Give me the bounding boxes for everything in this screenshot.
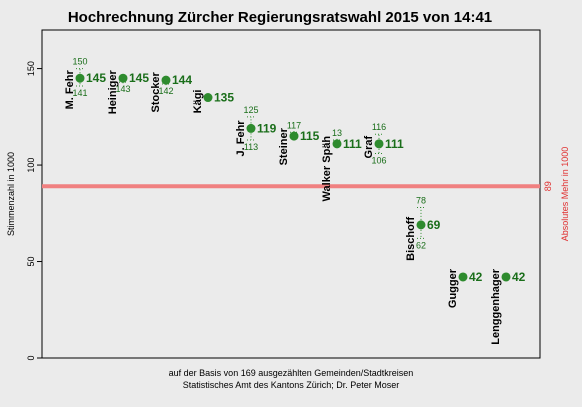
value-label: 42 [512,270,526,284]
category-label: Lenggenhager [490,268,502,345]
interval-lower-label: 113 [244,142,258,152]
data-point [501,272,511,282]
data-point [161,75,171,85]
value-label: 111 [343,137,362,151]
category-label: Gugger [447,268,459,308]
category-label: J. Fehr [235,120,247,157]
y-tick-label: 50 [26,257,36,267]
y-tick-label: 150 [26,61,36,76]
category-label: M. Fehr [64,70,76,110]
value-label: 69 [427,218,441,232]
caption-line-2: Statistisches Amt des Kantons Zürich; Dr… [183,380,400,390]
data-point [289,131,299,141]
y-tick-label: 100 [26,158,36,173]
data-point [118,73,128,83]
y-axis-label: Stimmenzahl in 1000 [6,152,16,236]
data-point [246,123,256,133]
value-label: 42 [469,270,483,284]
value-label: 145 [86,71,106,85]
category-label: Heiniger [107,70,119,115]
value-label: 145 [129,71,149,85]
category-label: Kägi [192,90,204,114]
value-label: 115 [300,129,320,143]
value-label: 144 [172,73,192,87]
category-label: Graf [363,136,375,159]
value-label: 111 [385,137,404,151]
data-point [332,139,342,149]
data-point [416,220,426,230]
chart-title: Hochrechnung Zürcher Regierungsratswahl … [68,9,492,26]
value-label: 135 [214,91,234,105]
interval-lower-label: 141 [72,88,87,98]
category-label: Bischoff [405,217,417,261]
data-point [203,93,213,103]
category-label: Walker Späh [321,136,333,202]
interval-upper-label: 125 [243,105,258,115]
reference-line-value-label: 89 [543,181,553,191]
data-point [458,272,468,282]
data-point [374,139,384,149]
value-label: 119 [257,121,277,135]
y-axis: 0 50 100 150 [26,61,42,361]
interval-lower-label: 143 [115,84,130,94]
interval-upper-label: 13 [332,128,342,138]
category-label: Steiner [278,127,290,165]
data-point [75,73,85,83]
interval-upper-label: 150 [72,57,87,67]
caption-line-1: auf der Basis von 169 ausgezählten Gemei… [169,368,414,378]
category-label: Stocker [150,71,162,112]
plot-area [41,29,541,359]
interval-upper-label: 78 [416,196,426,206]
interval-upper-label: 117 [287,120,301,130]
interval-lower-label: 62 [416,240,426,250]
y-tick-label: 0 [26,355,36,360]
interval-lower-label: 106 [371,155,386,165]
interval-lower-label: 142 [158,86,173,96]
reference-line-axis-label: Absolutes Mehr in 1000 [560,147,570,242]
interval-upper-label: 116 [372,122,386,132]
reference-line-group: 89 Absolutes Mehr in 1000 [42,147,570,242]
